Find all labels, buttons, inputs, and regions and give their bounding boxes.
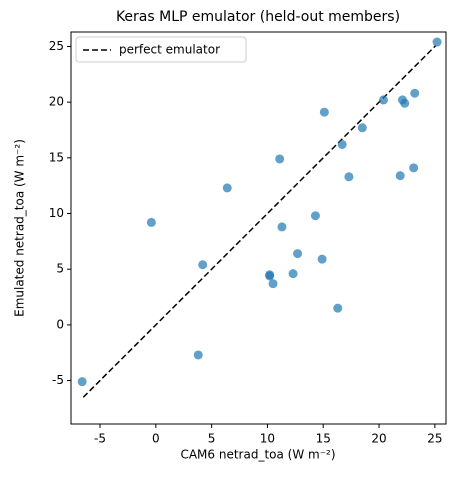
legend-label: perfect emulator bbox=[119, 43, 220, 57]
reference-line bbox=[82, 44, 437, 398]
point bbox=[333, 303, 343, 313]
x-axis-label: CAM6 netrad_toa (W m⁻²) bbox=[180, 448, 335, 462]
point bbox=[344, 172, 354, 182]
x-tick-label: 25 bbox=[427, 432, 442, 446]
y-tick-label: 20 bbox=[49, 95, 64, 109]
y-tick-label: -5 bbox=[52, 373, 64, 387]
y-tick-label: 10 bbox=[49, 206, 64, 220]
plot-area bbox=[70, 31, 447, 425]
point bbox=[317, 254, 327, 264]
point bbox=[275, 154, 285, 164]
point bbox=[319, 107, 329, 117]
point bbox=[146, 217, 156, 227]
legend-box bbox=[75, 36, 247, 63]
point bbox=[400, 98, 410, 108]
point bbox=[357, 123, 367, 133]
x-tick-label: 20 bbox=[371, 432, 386, 446]
x-tick-label: 10 bbox=[260, 432, 275, 446]
point bbox=[379, 95, 388, 105]
point bbox=[293, 249, 303, 259]
point bbox=[395, 171, 405, 181]
x-tick-label: 15 bbox=[316, 432, 331, 446]
y-tick-label: 15 bbox=[49, 150, 64, 164]
point bbox=[410, 88, 420, 98]
y-tick-label: 0 bbox=[56, 317, 64, 331]
chart-title: Keras MLP emulator (held-out members) bbox=[116, 9, 400, 25]
point bbox=[310, 211, 320, 221]
y-tick-label: 25 bbox=[49, 39, 64, 53]
y-tick-label: 5 bbox=[56, 262, 64, 276]
point bbox=[265, 271, 275, 281]
x-tick-label: 0 bbox=[152, 432, 160, 446]
point bbox=[432, 37, 442, 47]
x-tick-label: 5 bbox=[208, 432, 216, 446]
point bbox=[409, 163, 419, 173]
point bbox=[268, 279, 278, 289]
x-tick-label: -5 bbox=[94, 432, 106, 446]
point bbox=[337, 139, 347, 149]
point bbox=[77, 377, 87, 387]
y-axis-label: Emulated netrad_toa (W m⁻²) bbox=[13, 139, 27, 317]
point bbox=[198, 260, 208, 270]
point bbox=[222, 183, 232, 193]
point bbox=[193, 350, 203, 360]
point bbox=[277, 222, 287, 232]
point bbox=[288, 269, 298, 279]
